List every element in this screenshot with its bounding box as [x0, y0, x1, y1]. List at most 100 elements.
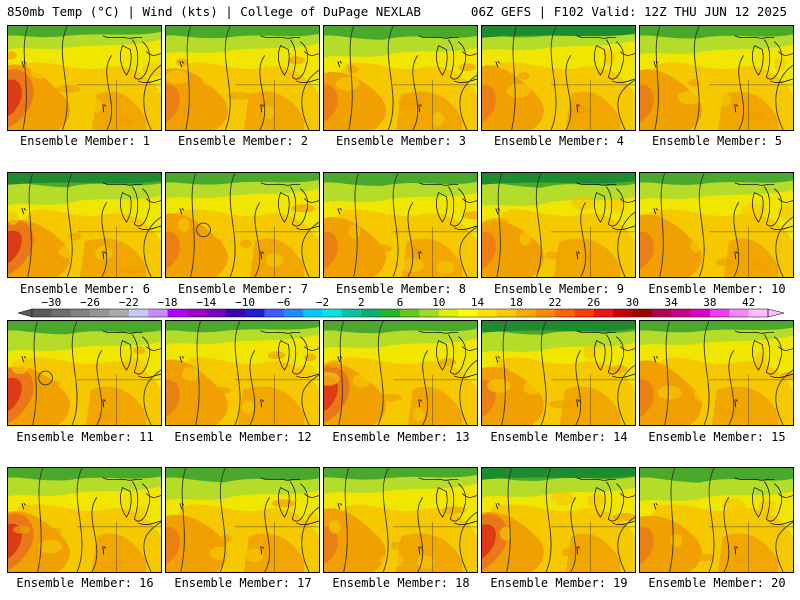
ensemble-map-19 [481, 467, 636, 573]
ensemble-map-8 [323, 172, 478, 278]
colorbar-right-arrow [767, 308, 785, 318]
colorbar-swatch [458, 309, 478, 317]
colorbar-swatch [322, 309, 343, 317]
ensemble-member-label: Ensemble Member: 12 [174, 430, 312, 444]
colorbar-tick-label: 10 [432, 296, 446, 309]
ensemble-member-label: Ensemble Member: 3 [335, 134, 467, 148]
ensemble-member-label: Ensemble Member: 8 [335, 282, 467, 296]
colorbar-swatch [148, 309, 168, 317]
colorbar-tick-label: −6 [277, 296, 291, 309]
ensemble-member-label: Ensemble Member: 11 [16, 430, 154, 444]
ensemble-map-5 [639, 25, 794, 131]
colorbar-swatch [245, 309, 265, 317]
ensemble-map-3 [323, 25, 478, 131]
colorbar-swatch [671, 309, 691, 317]
colorbar-swatch [613, 309, 633, 317]
colorbar-swatch [574, 309, 594, 317]
ensemble-member-label: Ensemble Member: 16 [16, 576, 154, 590]
ensemble-map-2 [165, 25, 320, 131]
colorbar-tick-label: 42 [742, 296, 756, 309]
ensemble-member-label: Ensemble Member: 15 [648, 430, 786, 444]
ensemble-member-label: Ensemble Member: 1 [19, 134, 151, 148]
ensemble-map-4 [481, 25, 636, 131]
ensemble-member-label: Ensemble Member: 5 [651, 134, 783, 148]
colorbar-swatch [283, 309, 304, 317]
colorbar-swatch [593, 309, 614, 317]
ensemble-map-20 [639, 467, 794, 573]
colorbar-tick-label: 30 [625, 296, 640, 309]
map-title: 850mb Temp (°C) | Wind (kts) | College o… [7, 4, 421, 19]
colorbar-tick-label: −30 [41, 296, 62, 309]
colorbar-tick-label: −14 [196, 296, 217, 309]
colorbar-swatch [709, 309, 730, 317]
colorbar-swatch [496, 309, 517, 317]
ensemble-member-label: Ensemble Member: 19 [490, 576, 628, 590]
ensemble-map-15 [639, 320, 794, 426]
ensemble-member-label: Ensemble Member: 9 [493, 282, 625, 296]
ensemble-member-label: Ensemble Member: 20 [648, 576, 786, 590]
colorbar-swatch [400, 309, 420, 317]
colorbar-swatch [361, 309, 381, 317]
ensemble-map-12 [165, 320, 320, 426]
ensemble-member-label: Ensemble Member: 14 [490, 430, 628, 444]
colorbar-tick-label: 22 [548, 296, 562, 309]
colorbar-swatch [186, 309, 207, 317]
ensemble-map-17 [165, 467, 320, 573]
colorbar-swatch [516, 309, 536, 317]
colorbar-swatch [419, 309, 440, 317]
colorbar-swatch [690, 309, 711, 317]
colorbar-swatch [128, 309, 149, 317]
colorbar-swatch [632, 309, 653, 317]
colorbar-tick-label: 26 [587, 296, 601, 309]
colorbar-swatch [264, 309, 285, 317]
colorbar-tick-label: 38 [703, 296, 717, 309]
colorbar-swatch [167, 309, 188, 317]
ensemble-map-10 [639, 172, 794, 278]
colorbar-tick-label: 18 [509, 296, 523, 309]
ensemble-map-9 [481, 172, 636, 278]
ensemble-map-16 [7, 467, 162, 573]
ensemble-member-label: Ensemble Member: 6 [19, 282, 151, 296]
colorbar-swatch [554, 309, 575, 317]
colorbar-tick-label: −22 [118, 296, 139, 309]
colorbar-swatch [225, 309, 246, 317]
colorbar-swatch [748, 309, 769, 317]
colorbar-tick-label: −26 [80, 296, 101, 309]
colorbar-swatch [32, 309, 52, 317]
colorbar-tick-label: 2 [357, 296, 365, 309]
ensemble-map-13 [323, 320, 478, 426]
colorbar-swatch [341, 309, 362, 317]
colorbar-swatch [90, 309, 110, 317]
colorbar-swatch [70, 309, 91, 317]
ensemble-member-label: Ensemble Member: 7 [177, 282, 309, 296]
colorbar-swatch [380, 309, 401, 317]
model-run-info: 06Z GEFS | F102 Valid: 12Z THU JUN 12 20… [470, 4, 787, 19]
colorbar-tick-label: 6 [396, 296, 404, 309]
ensemble-map-7 [165, 172, 320, 278]
ensemble-member-label: Ensemble Member: 13 [332, 430, 470, 444]
colorbar-swatch [729, 309, 749, 317]
ensemble-map-1 [7, 25, 162, 131]
colorbar-tick-label: 34 [664, 296, 678, 309]
colorbar-swatch [109, 309, 130, 317]
colorbar-tick-label: 14 [470, 296, 485, 309]
colorbar-swatch [477, 309, 498, 317]
ensemble-map-14 [481, 320, 636, 426]
colorbar-tick-label: −10 [235, 296, 255, 309]
colorbar-tick-label: −2 [315, 296, 330, 309]
ensemble-member-label: Ensemble Member: 4 [493, 134, 625, 148]
colorbar-swatch [206, 309, 226, 317]
ensemble-member-label: Ensemble Member: 17 [174, 576, 312, 590]
colorbar-swatch [438, 309, 459, 317]
colorbar-left-arrow [17, 308, 33, 318]
ensemble-member-label: Ensemble Member: 2 [177, 134, 309, 148]
colorbar-swatch [535, 309, 556, 317]
colorbar-swatch [303, 309, 323, 317]
ensemble-map-6 [7, 172, 162, 278]
ensemble-member-label: Ensemble Member: 18 [332, 576, 470, 590]
ensemble-map-18 [323, 467, 478, 573]
colorbar-swatch [51, 309, 72, 317]
colorbar-swatch [651, 309, 672, 317]
ensemble-member-label: Ensemble Member: 10 [648, 282, 786, 296]
ensemble-map-11 [7, 320, 162, 426]
